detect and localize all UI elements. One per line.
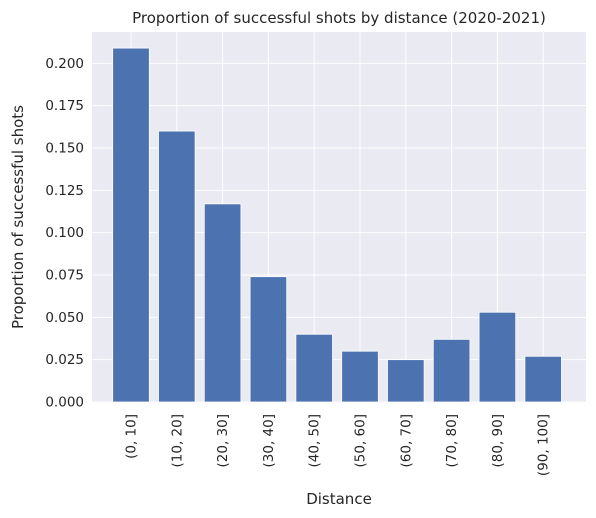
y-tick-label: 0.100: [45, 225, 84, 241]
y-tick-labels: 0.000 0.025 0.050 0.075 0.100 0.125 0.150 0.175…: [45, 56, 84, 411]
x-tick-label: (90, 100]: [536, 414, 552, 476]
y-tick-label: 0.075: [45, 267, 84, 283]
y-axis-label: Proportion of successful shots: [9, 105, 27, 329]
y-tick-label: 0.025: [45, 352, 84, 368]
x-tick-label: (20, 30]: [215, 414, 231, 467]
bars: [112, 47, 562, 403]
chart-title: Proportion of successful shots by distan…: [132, 9, 546, 27]
x-tick-label: (0, 10]: [124, 414, 140, 459]
y-tick-label: 0.050: [45, 310, 84, 326]
bar: [387, 359, 425, 403]
x-tick-label: (80, 90]: [490, 414, 506, 467]
x-axis-label: Distance: [306, 490, 372, 508]
bar: [432, 338, 471, 403]
x-tick-label: (10, 20]: [169, 414, 185, 467]
y-tick-label: 0.000: [45, 395, 84, 411]
x-tick-label: (50, 60]: [353, 414, 369, 467]
y-tick-label: 0.200: [45, 56, 84, 72]
bar: [524, 355, 562, 403]
bar: [478, 311, 517, 403]
y-tick-label: 0.125: [45, 183, 84, 199]
bar: [112, 47, 150, 403]
y-tick-label: 0.150: [45, 140, 84, 156]
x-tick-label: (70, 80]: [444, 414, 460, 467]
y-tick-label: 0.175: [45, 98, 84, 114]
bar: [295, 333, 333, 403]
bar: [249, 276, 288, 403]
x-tick-label: (60, 70]: [398, 414, 414, 467]
bar: [158, 130, 196, 403]
x-tick-labels: (0, 10] (10, 20] (20, 30] (30, 40] (40, 50] (…: [124, 414, 552, 476]
bar: [341, 350, 379, 403]
bar: [203, 203, 242, 403]
x-tick-label: (30, 40]: [261, 414, 277, 467]
x-tick-label: (40, 50]: [307, 414, 323, 467]
